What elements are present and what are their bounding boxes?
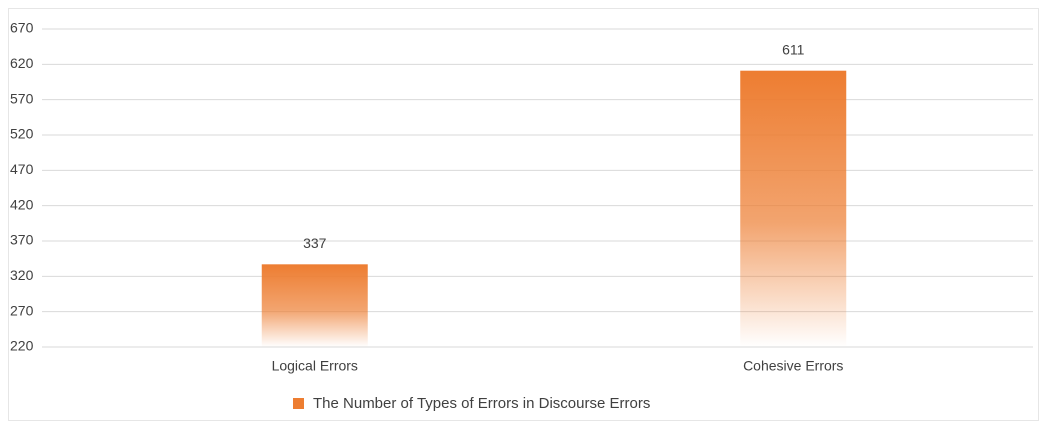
chart-border [8, 8, 1039, 421]
y-tick-label: 620 [10, 55, 34, 71]
x-tick-label: Logical Errors [272, 358, 358, 374]
bar [740, 70, 847, 348]
x-tick-label: Cohesive Errors [743, 358, 843, 374]
y-tick-label: 420 [10, 196, 34, 212]
y-tick-label: 320 [10, 267, 34, 283]
y-tick-label: 670 [10, 20, 34, 36]
y-tick-label: 370 [10, 232, 34, 248]
bar [261, 264, 368, 347]
y-tick-label: 220 [10, 338, 34, 354]
y-tick-label: 520 [10, 126, 34, 142]
legend-swatch [293, 398, 304, 409]
data-label: 611 [782, 41, 805, 57]
y-tick-label: 270 [10, 302, 34, 318]
legend-label: The Number of Types of Errors in Discour… [313, 395, 650, 412]
y-tick-label: 470 [10, 161, 34, 177]
y-tick-label: 570 [10, 90, 34, 106]
data-label: 337 [303, 235, 327, 251]
